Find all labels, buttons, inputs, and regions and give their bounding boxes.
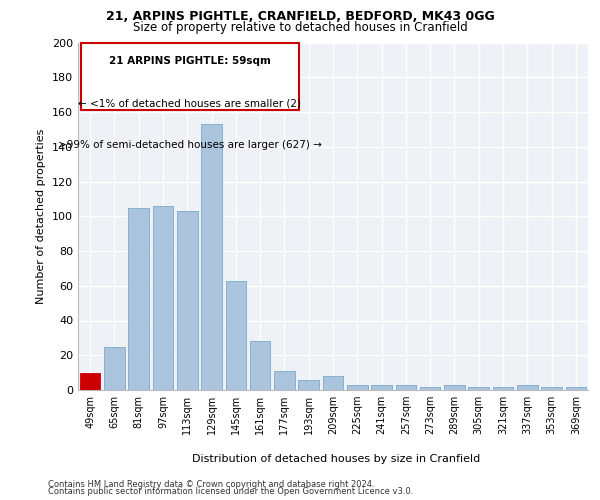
Bar [80, 372, 100, 390]
Bar [469, 386, 489, 390]
Text: Distribution of detached houses by size in Cranfield: Distribution of detached houses by size … [192, 454, 480, 464]
FancyBboxPatch shape [80, 42, 299, 110]
Bar [104, 346, 125, 390]
Text: 21, ARPINS PIGHTLE, CRANFIELD, BEDFORD, MK43 0GG: 21, ARPINS PIGHTLE, CRANFIELD, BEDFORD, … [106, 10, 494, 23]
Bar [226, 280, 246, 390]
Bar [274, 371, 295, 390]
Bar [420, 386, 440, 390]
Text: Size of property relative to detached houses in Cranfield: Size of property relative to detached ho… [133, 21, 467, 34]
Bar [444, 385, 465, 390]
Bar [541, 386, 562, 390]
Bar [347, 385, 368, 390]
Bar [566, 386, 586, 390]
Text: Contains HM Land Registry data © Crown copyright and database right 2024.: Contains HM Land Registry data © Crown c… [48, 480, 374, 489]
Bar [371, 385, 392, 390]
Bar [298, 380, 319, 390]
Text: 21 ARPINS PIGHTLE: 59sqm: 21 ARPINS PIGHTLE: 59sqm [109, 56, 271, 66]
Bar [517, 385, 538, 390]
Bar [323, 376, 343, 390]
Bar [395, 385, 416, 390]
Text: ← <1% of detached houses are smaller (2): ← <1% of detached houses are smaller (2) [79, 98, 301, 108]
Text: >99% of semi-detached houses are larger (627) →: >99% of semi-detached houses are larger … [58, 140, 322, 150]
Y-axis label: Number of detached properties: Number of detached properties [37, 128, 46, 304]
Text: Contains public sector information licensed under the Open Government Licence v3: Contains public sector information licen… [48, 487, 413, 496]
Bar [128, 208, 149, 390]
Bar [177, 211, 197, 390]
Bar [250, 342, 271, 390]
Bar [152, 206, 173, 390]
Bar [493, 386, 514, 390]
Bar [201, 124, 222, 390]
